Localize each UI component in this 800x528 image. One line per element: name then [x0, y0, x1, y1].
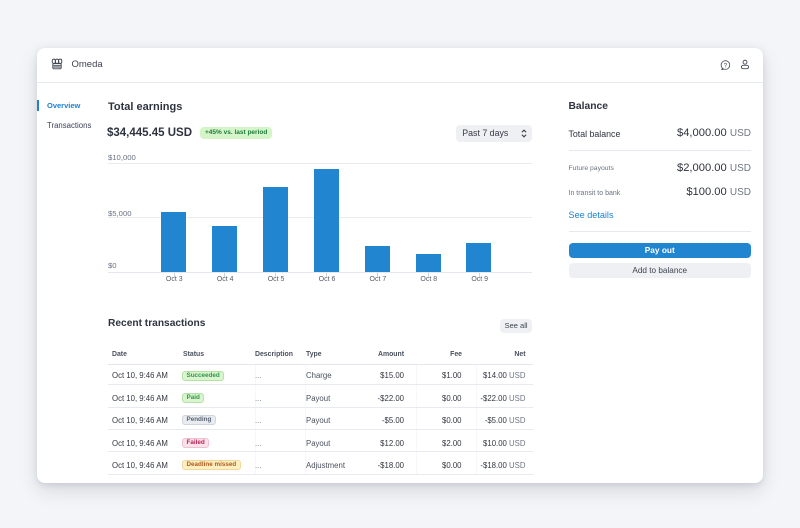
svg-text:?: ?: [723, 62, 727, 69]
